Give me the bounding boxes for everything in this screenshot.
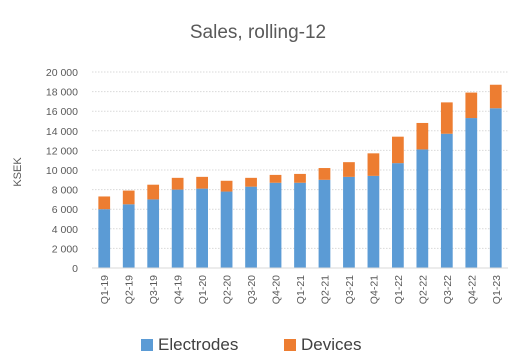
bar-devices-q2-22 <box>416 122 429 150</box>
y-tick-label: 18 000 <box>46 87 78 99</box>
bar-electrodes-q3-22 <box>440 133 453 268</box>
x-tick-label: Q2-20 <box>222 275 234 304</box>
bar-electrodes-q4-21 <box>367 175 380 268</box>
bar-electrodes-q2-20 <box>220 191 233 268</box>
bar-devices-q1-21 <box>294 173 306 183</box>
y-tick-label: 14 000 <box>46 126 78 138</box>
x-tick-label: Q4-21 <box>368 275 380 304</box>
legend: Electrodes Devices <box>141 335 361 354</box>
bar-devices-q1-19 <box>98 196 111 210</box>
bar-devices-q2-19 <box>122 190 135 205</box>
x-tick-label: Q3-20 <box>246 275 258 304</box>
bar-electrodes-q1-20 <box>196 188 208 268</box>
x-tick-label: Q2-22 <box>417 275 429 304</box>
bar-electrodes-q4-22 <box>465 118 478 268</box>
x-tick-label: Q3-22 <box>442 275 454 304</box>
bar-devices-q4-22 <box>465 92 478 119</box>
legend-label-devices: Devices <box>301 335 361 354</box>
x-axis-ticks: Q1-19 Q2-19 Q3-19 Q4-19 Q1-20 Q2-20 Q3-20 Q4-20… <box>99 275 503 304</box>
y-axis-label: KSEK <box>12 157 24 187</box>
y-tick-label: 10 000 <box>46 165 78 177</box>
bar-electrodes-q1-21 <box>294 182 306 268</box>
bar-electrodes-q1-23 <box>489 108 502 268</box>
bar-devices-q1-22 <box>392 136 404 164</box>
bar-devices-q2-20 <box>220 180 233 192</box>
y-tick-label: 0 <box>72 263 78 275</box>
bar-devices-q4-19 <box>171 177 184 190</box>
bar-electrodes-q3-21 <box>343 176 355 268</box>
x-tick-label: Q2-19 <box>124 275 136 304</box>
bar-devices-q1-20 <box>196 176 208 189</box>
y-tick-label: 20 000 <box>46 67 78 79</box>
x-tick-label: Q1-22 <box>393 275 405 304</box>
bar-devices-q4-21 <box>367 153 380 176</box>
bar-devices-q2-21 <box>318 168 331 180</box>
x-tick-label: Q3-21 <box>344 275 356 304</box>
bar-electrodes-q2-21 <box>318 179 331 268</box>
legend-swatch-electrodes <box>141 339 153 351</box>
y-tick-label: 4 000 <box>52 224 78 236</box>
bar-electrodes-q1-19 <box>98 209 111 268</box>
bar-electrodes-q4-19 <box>171 189 184 268</box>
bar-devices-q3-20 <box>245 177 257 187</box>
y-axis-ticks: 0 2 000 4 000 6 000 8 000 10 000 12 000 14 000 1… <box>46 67 78 275</box>
bar-electrodes-q4-20 <box>269 182 282 268</box>
x-tick-label: Q4-20 <box>271 275 283 304</box>
bar-devices-q3-22 <box>440 102 453 134</box>
bar-electrodes-q3-19 <box>147 199 160 268</box>
bar-devices-q3-21 <box>343 162 355 177</box>
y-tick-label: 12 000 <box>46 145 78 157</box>
bar-electrodes-q1-22 <box>392 163 404 268</box>
x-tick-label: Q1-19 <box>99 275 111 304</box>
y-tick-label: 6 000 <box>52 204 78 216</box>
x-tick-label: Q2-21 <box>319 275 331 304</box>
y-tick-label: 16 000 <box>46 106 78 118</box>
bars <box>98 84 502 268</box>
x-tick-label: Q4-19 <box>173 275 185 304</box>
bar-electrodes-q2-22 <box>416 149 429 268</box>
bar-devices-q4-20 <box>269 174 282 183</box>
y-tick-label: 2 000 <box>52 243 78 255</box>
legend-label-electrodes: Electrodes <box>158 335 238 354</box>
x-tick-label: Q1-20 <box>197 275 209 304</box>
chart-title: Sales, rolling-12 <box>190 22 326 43</box>
bar-devices-q1-23 <box>489 84 502 109</box>
bar-devices-q3-19 <box>147 184 160 200</box>
x-tick-label: Q4-22 <box>466 275 478 304</box>
x-tick-label: Q1-21 <box>295 275 307 304</box>
x-tick-label: Q3-19 <box>148 275 160 304</box>
legend-swatch-devices <box>284 339 296 351</box>
bar-electrodes-q3-20 <box>245 186 257 268</box>
bar-electrodes-q2-19 <box>122 204 135 268</box>
x-tick-label: Q1-23 <box>491 275 503 304</box>
y-tick-label: 8 000 <box>52 185 78 197</box>
